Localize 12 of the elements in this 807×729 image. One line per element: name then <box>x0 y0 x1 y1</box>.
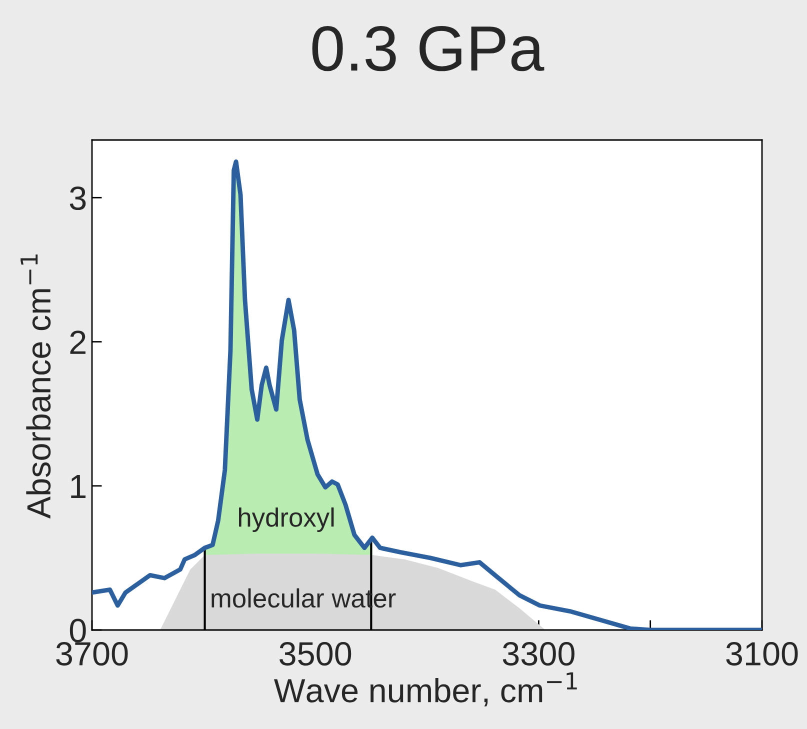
annotation: hydroxyl <box>239 507 334 532</box>
y-tick-label: 2 <box>70 330 86 354</box>
y-tick-label: 0 <box>70 618 86 642</box>
y-tick-label: 3 <box>70 186 86 210</box>
x-tick-label: 3300 <box>502 642 574 666</box>
y-axis-title: Absorbance cm$^{−1}$ <box>20 254 51 519</box>
chart-title: 0.3 GPa <box>312 26 544 72</box>
x-tick-label: 3500 <box>280 642 352 666</box>
x-tick-label: 3700 <box>56 642 128 666</box>
x-axis-title: Wave number, cm$^{−1}$ <box>274 672 577 706</box>
y-tick-label: 1 <box>71 475 86 498</box>
x-tick-label: 3100 <box>726 642 798 666</box>
